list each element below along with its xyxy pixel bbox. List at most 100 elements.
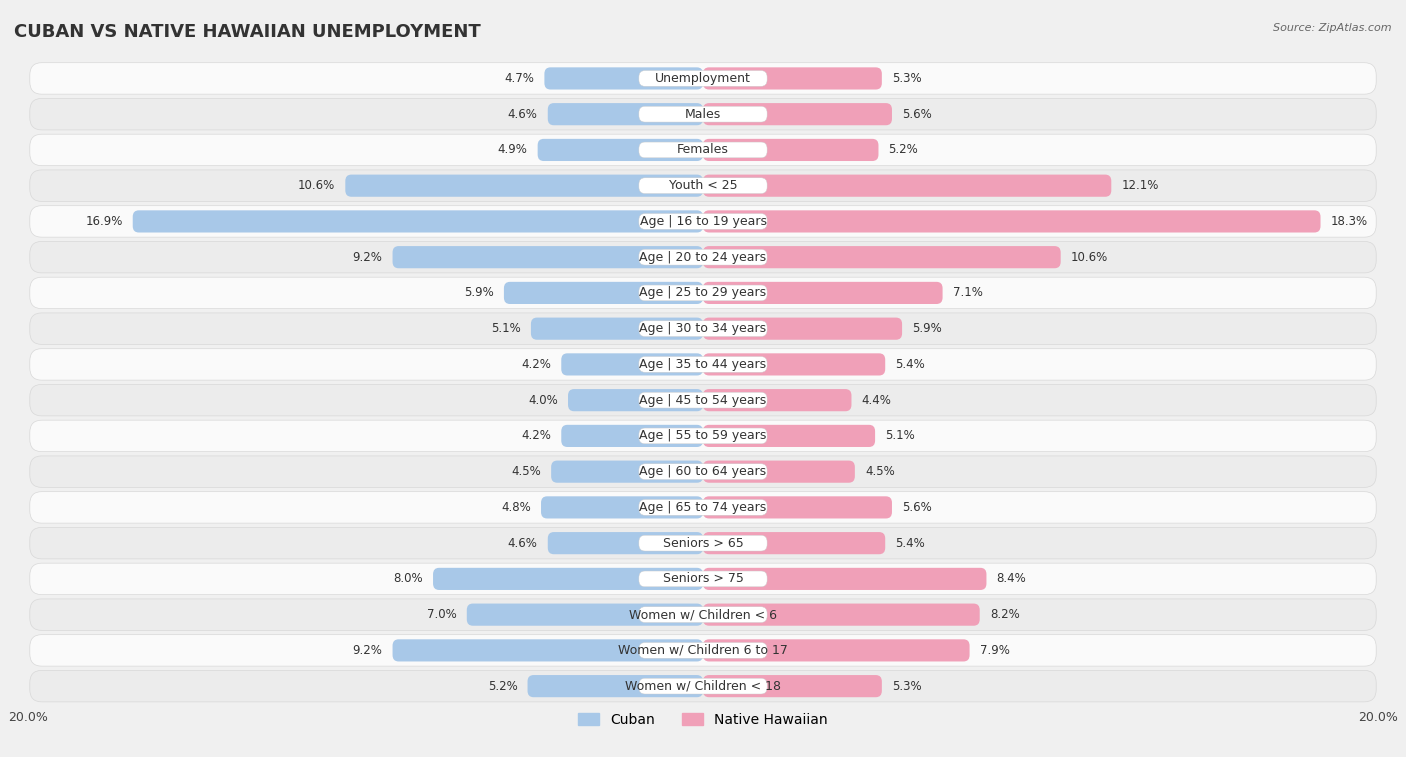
Text: 5.1%: 5.1%: [491, 322, 520, 335]
Text: 10.6%: 10.6%: [1071, 251, 1108, 263]
Text: 4.6%: 4.6%: [508, 537, 537, 550]
FancyBboxPatch shape: [30, 600, 1376, 629]
FancyBboxPatch shape: [30, 457, 1376, 486]
Text: 8.0%: 8.0%: [394, 572, 423, 585]
Text: Seniors > 75: Seniors > 75: [662, 572, 744, 585]
FancyBboxPatch shape: [30, 134, 1376, 166]
FancyBboxPatch shape: [30, 206, 1376, 237]
FancyBboxPatch shape: [638, 106, 768, 122]
Text: Age | 45 to 54 years: Age | 45 to 54 years: [640, 394, 766, 407]
FancyBboxPatch shape: [703, 282, 942, 304]
FancyBboxPatch shape: [30, 671, 1376, 702]
Text: 8.2%: 8.2%: [990, 608, 1019, 621]
FancyBboxPatch shape: [561, 354, 703, 375]
FancyBboxPatch shape: [30, 420, 1376, 452]
FancyBboxPatch shape: [30, 599, 1376, 631]
FancyBboxPatch shape: [638, 678, 768, 694]
FancyBboxPatch shape: [30, 528, 1376, 558]
Text: 8.4%: 8.4%: [997, 572, 1026, 585]
FancyBboxPatch shape: [30, 207, 1376, 236]
Text: Women w/ Children < 18: Women w/ Children < 18: [626, 680, 780, 693]
Legend: Cuban, Native Hawaiian: Cuban, Native Hawaiian: [572, 707, 834, 733]
FancyBboxPatch shape: [638, 643, 768, 659]
FancyBboxPatch shape: [703, 246, 1060, 268]
FancyBboxPatch shape: [433, 568, 703, 590]
Text: Age | 30 to 34 years: Age | 30 to 34 years: [640, 322, 766, 335]
Text: Age | 60 to 64 years: Age | 60 to 64 years: [640, 465, 766, 478]
FancyBboxPatch shape: [30, 98, 1376, 130]
FancyBboxPatch shape: [132, 210, 703, 232]
Text: 7.1%: 7.1%: [953, 286, 983, 300]
FancyBboxPatch shape: [638, 142, 768, 157]
FancyBboxPatch shape: [638, 607, 768, 622]
FancyBboxPatch shape: [30, 492, 1376, 523]
FancyBboxPatch shape: [30, 99, 1376, 129]
FancyBboxPatch shape: [638, 428, 768, 444]
FancyBboxPatch shape: [548, 532, 703, 554]
FancyBboxPatch shape: [703, 354, 886, 375]
FancyBboxPatch shape: [703, 175, 1111, 197]
FancyBboxPatch shape: [638, 535, 768, 551]
FancyBboxPatch shape: [568, 389, 703, 411]
FancyBboxPatch shape: [30, 241, 1376, 273]
Text: 5.2%: 5.2%: [488, 680, 517, 693]
FancyBboxPatch shape: [30, 493, 1376, 522]
FancyBboxPatch shape: [30, 634, 1376, 666]
FancyBboxPatch shape: [30, 313, 1376, 344]
Text: 5.3%: 5.3%: [891, 72, 921, 85]
FancyBboxPatch shape: [561, 425, 703, 447]
FancyBboxPatch shape: [30, 136, 1376, 164]
FancyBboxPatch shape: [30, 64, 1376, 93]
FancyBboxPatch shape: [537, 139, 703, 161]
FancyBboxPatch shape: [30, 528, 1376, 559]
Text: 16.9%: 16.9%: [86, 215, 122, 228]
Text: Age | 55 to 59 years: Age | 55 to 59 years: [640, 429, 766, 442]
Text: 4.6%: 4.6%: [508, 107, 537, 120]
Text: Age | 25 to 29 years: Age | 25 to 29 years: [640, 286, 766, 300]
FancyBboxPatch shape: [703, 497, 891, 519]
Text: 4.0%: 4.0%: [529, 394, 558, 407]
Text: 5.2%: 5.2%: [889, 143, 918, 157]
FancyBboxPatch shape: [638, 357, 768, 372]
Text: 7.9%: 7.9%: [980, 644, 1010, 657]
Text: 5.4%: 5.4%: [896, 358, 925, 371]
Text: Age | 20 to 24 years: Age | 20 to 24 years: [640, 251, 766, 263]
FancyBboxPatch shape: [638, 249, 768, 265]
FancyBboxPatch shape: [30, 277, 1376, 309]
Text: Age | 65 to 74 years: Age | 65 to 74 years: [640, 501, 766, 514]
FancyBboxPatch shape: [30, 671, 1376, 701]
FancyBboxPatch shape: [30, 242, 1376, 272]
Text: 4.8%: 4.8%: [501, 501, 531, 514]
FancyBboxPatch shape: [544, 67, 703, 89]
FancyBboxPatch shape: [703, 103, 891, 125]
FancyBboxPatch shape: [467, 603, 703, 626]
Text: 18.3%: 18.3%: [1330, 215, 1368, 228]
FancyBboxPatch shape: [346, 175, 703, 197]
Text: 4.9%: 4.9%: [498, 143, 527, 157]
Text: Females: Females: [678, 143, 728, 157]
FancyBboxPatch shape: [30, 170, 1376, 201]
Text: 12.1%: 12.1%: [1122, 179, 1159, 192]
Text: Youth < 25: Youth < 25: [669, 179, 737, 192]
Text: 9.2%: 9.2%: [353, 251, 382, 263]
FancyBboxPatch shape: [30, 171, 1376, 201]
Text: 5.9%: 5.9%: [464, 286, 494, 300]
FancyBboxPatch shape: [703, 532, 886, 554]
FancyBboxPatch shape: [30, 456, 1376, 488]
FancyBboxPatch shape: [30, 63, 1376, 94]
Text: CUBAN VS NATIVE HAWAIIAN UNEMPLOYMENT: CUBAN VS NATIVE HAWAIIAN UNEMPLOYMENT: [14, 23, 481, 41]
FancyBboxPatch shape: [703, 460, 855, 483]
Text: Age | 16 to 19 years: Age | 16 to 19 years: [640, 215, 766, 228]
Text: 4.7%: 4.7%: [505, 72, 534, 85]
FancyBboxPatch shape: [703, 425, 875, 447]
FancyBboxPatch shape: [30, 350, 1376, 379]
FancyBboxPatch shape: [703, 210, 1320, 232]
FancyBboxPatch shape: [392, 246, 703, 268]
FancyBboxPatch shape: [703, 675, 882, 697]
FancyBboxPatch shape: [392, 640, 703, 662]
FancyBboxPatch shape: [527, 675, 703, 697]
FancyBboxPatch shape: [703, 318, 903, 340]
FancyBboxPatch shape: [531, 318, 703, 340]
FancyBboxPatch shape: [30, 563, 1376, 595]
Text: Women w/ Children < 6: Women w/ Children < 6: [628, 608, 778, 621]
